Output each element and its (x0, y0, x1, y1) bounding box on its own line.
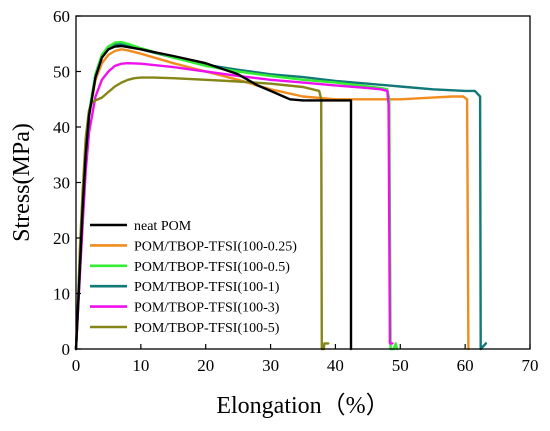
y-axis-title: Stress(MPa) (9, 123, 35, 242)
y-tick-label: 60 (53, 7, 70, 26)
tick-layer: 0 10 20 30 40 50 60 70 0 10 20 30 40 50 60 (53, 7, 539, 375)
series-layer (74, 40, 488, 351)
x-tick-label: 50 (392, 356, 409, 375)
legend-label-6: POM/TBOP-TFSI(100-5) (134, 321, 280, 336)
x-tick-label: 70 (522, 356, 539, 375)
series-line-1 (74, 44, 353, 351)
legend-label-3: POM/TBOP-TFSI(100-0.5) (134, 260, 290, 275)
x-tick-label: 40 (327, 356, 344, 375)
legend-label-4: POM/TBOP-TFSI(100-1) (134, 280, 280, 295)
legend-label-1: neat POM (134, 219, 192, 234)
x-tick-label: 10 (132, 356, 149, 375)
y-tick-label: 20 (53, 229, 70, 248)
x-tick-label: 0 (72, 356, 81, 375)
x-axis-title: Elongation（%） (216, 393, 389, 419)
x-tick-label: 60 (457, 356, 474, 375)
y-tick-label: 30 (53, 174, 70, 193)
x-tick-label: 20 (197, 356, 214, 375)
y-tick-label: 0 (62, 340, 71, 359)
y-tick-label: 10 (53, 285, 70, 304)
legend: neat POM POM/TBOP-TFSI(100-0.25) POM/TBOP-… (90, 219, 297, 336)
legend-label-2: POM/TBOP-TFSI(100-0.25) (134, 239, 297, 254)
legend-label-5: POM/TBOP-TFSI(100-3) (134, 301, 280, 316)
y-tick-label: 50 (53, 63, 70, 82)
y-tick-label: 40 (53, 118, 70, 137)
plot-frame (75, 15, 531, 350)
series-line-5 (74, 62, 394, 351)
x-tick-label: 30 (262, 356, 279, 375)
